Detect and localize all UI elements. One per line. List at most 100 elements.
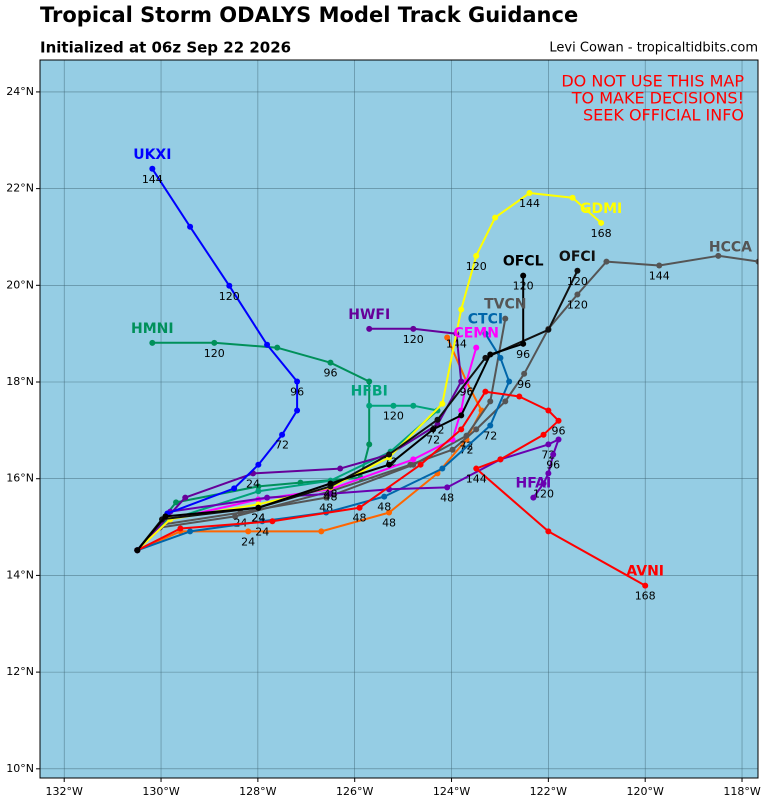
- track-name: OFCL: [503, 254, 544, 270]
- track-name: GDMI: [580, 201, 622, 217]
- track-point: [187, 223, 194, 230]
- hour-label: 24: [251, 512, 265, 525]
- track-point: [545, 528, 552, 535]
- track-point: [255, 504, 262, 511]
- track-name: HFAI: [515, 476, 551, 492]
- track-point: [149, 339, 156, 346]
- track-point: [390, 402, 397, 409]
- track-point: [545, 470, 552, 477]
- track-point: [463, 432, 470, 439]
- track-point: [231, 485, 238, 492]
- hour-label: 144: [519, 197, 540, 210]
- track-point: [458, 412, 465, 419]
- x-tick-label: 120°W: [627, 785, 664, 798]
- hour-label: 120: [219, 290, 240, 303]
- hour-label: 120: [383, 410, 404, 423]
- track-point: [410, 325, 417, 332]
- track-point: [232, 513, 239, 520]
- x-tick-label: 118°W: [723, 785, 760, 798]
- track-point: [516, 393, 523, 400]
- track-point: [521, 370, 528, 377]
- hour-label: 96: [290, 386, 304, 399]
- track-point: [540, 431, 547, 438]
- track-name: HCCA: [709, 240, 752, 256]
- track-name: CEMN: [453, 326, 499, 342]
- track-point: [410, 402, 417, 409]
- track-point: [569, 194, 576, 201]
- warning-text: TO MAKE DECISIONS!: [571, 89, 744, 108]
- track-point: [530, 494, 537, 501]
- track-point: [482, 330, 489, 337]
- track-point: [366, 378, 373, 385]
- track-point: [506, 378, 513, 385]
- track-point: [386, 461, 393, 468]
- track-point: [337, 465, 344, 472]
- track-point: [269, 518, 276, 525]
- track-point: [274, 344, 281, 351]
- track-point: [520, 272, 527, 279]
- track-point: [487, 351, 494, 358]
- track-point: [458, 378, 465, 385]
- hour-label: 168: [591, 227, 612, 240]
- track-point: [526, 189, 533, 196]
- track-point: [410, 461, 417, 468]
- hour-label: 144: [446, 338, 467, 351]
- track-point: [294, 378, 301, 385]
- track-point: [417, 461, 424, 468]
- track-point: [755, 258, 758, 265]
- track-name: HFBI: [351, 384, 388, 400]
- labels: 132°W 130°W 128°W 126°W 124°W 122°W 120°W 118°W…: [6, 72, 761, 799]
- track-point: [555, 417, 562, 424]
- hour-label: 96: [546, 459, 560, 472]
- tracks: 2448729696120144244872961207212096244872…: [134, 165, 758, 603]
- track-point: [502, 315, 509, 322]
- track-point: [497, 354, 504, 361]
- track-point: [550, 451, 557, 458]
- track-point: [410, 456, 417, 463]
- track-point: [444, 484, 451, 491]
- hour-label: 168: [635, 590, 656, 603]
- track-point: [279, 431, 286, 438]
- hour-label: 48: [323, 488, 337, 501]
- track-point: [482, 388, 489, 395]
- hour-label: 96: [552, 425, 566, 438]
- track-point: [182, 494, 189, 501]
- credit: Levi Cowan - tropicaltidbits.com: [549, 41, 758, 56]
- track-point: [656, 262, 663, 269]
- track-point: [134, 547, 141, 554]
- track-point: [173, 499, 180, 506]
- track-point: [449, 446, 456, 453]
- track-point: [540, 480, 547, 487]
- y-tick-label: 14°N: [6, 568, 34, 581]
- map-subtitle: Initialized at 06z Sep 22 2026: [40, 39, 291, 57]
- hour-label: 48: [353, 512, 367, 525]
- track-line: [136, 337, 483, 552]
- hour-label: 48: [382, 517, 396, 530]
- track-point: [226, 282, 233, 289]
- track-point: [356, 504, 363, 511]
- x-tick-label: 126°W: [336, 785, 373, 798]
- track-point: [430, 426, 437, 433]
- y-tick-label: 20°N: [6, 278, 34, 291]
- hour-label: 72: [541, 448, 555, 461]
- hour-label: 144: [142, 173, 163, 186]
- track-point: [492, 214, 499, 221]
- track-point: [434, 416, 441, 423]
- track-point: [473, 465, 480, 472]
- track-name: HWFI: [348, 307, 390, 323]
- hour-label: 120: [466, 260, 487, 273]
- track-point: [574, 291, 581, 298]
- track-point: [366, 441, 373, 448]
- track-point: [439, 400, 446, 407]
- track-point: [444, 334, 451, 341]
- track-point: [545, 441, 552, 448]
- hour-label: 96: [516, 348, 530, 361]
- track-point: [264, 494, 271, 501]
- hour-label: 24: [246, 477, 260, 490]
- hour-label: 24: [241, 535, 255, 548]
- hour-label: 48: [323, 490, 337, 503]
- track-point: [187, 528, 194, 535]
- hour-label: 120: [204, 347, 225, 360]
- track-point: [603, 258, 610, 265]
- track-point: [366, 325, 373, 332]
